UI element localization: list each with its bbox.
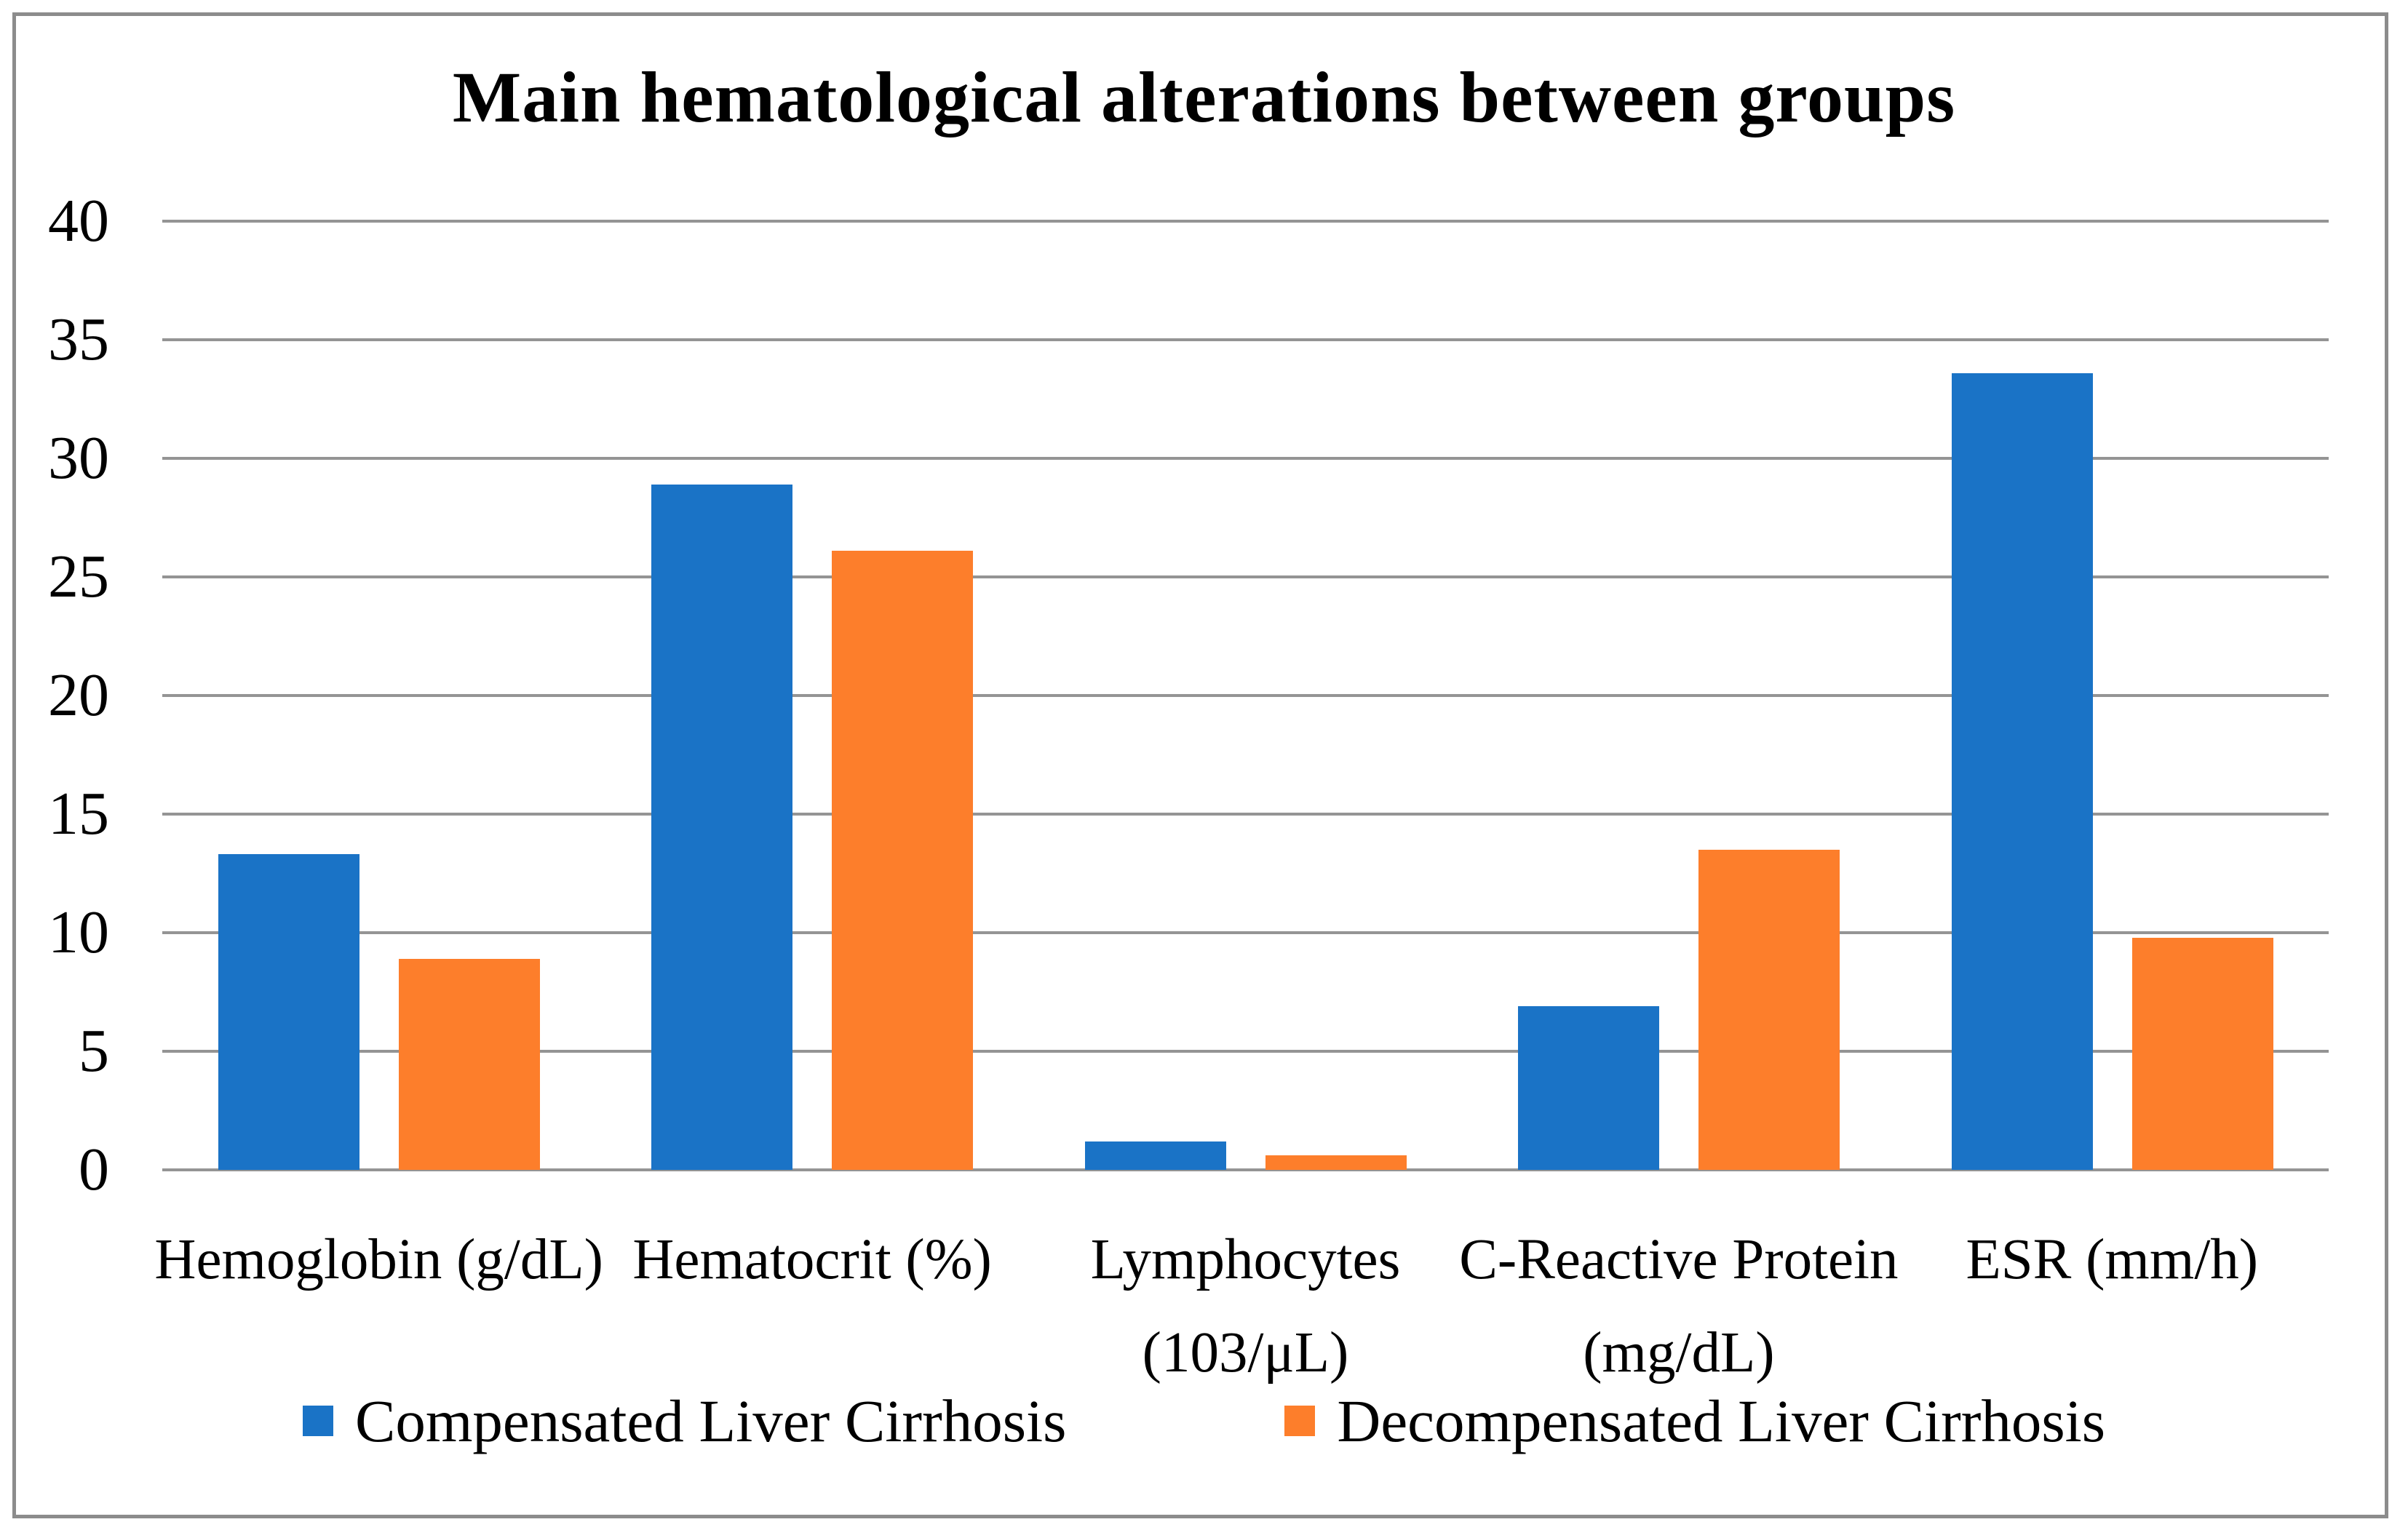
legend-swatch-icon <box>302 1406 333 1436</box>
gridline-y-30 <box>162 457 2329 460</box>
gridline-y-25 <box>162 575 2329 578</box>
y-tick-label-30: 30 <box>48 424 109 492</box>
bar-compensated-3 <box>1084 1141 1226 1170</box>
bar-compensated-1 <box>218 854 359 1170</box>
plot-area <box>162 220 2329 1171</box>
bar-compensated-4 <box>1518 1006 1660 1170</box>
bar-decompensated-2 <box>832 551 974 1170</box>
gridline-y-15 <box>162 813 2329 816</box>
x-category-label-1: Hemoglobin (g/dL) <box>103 1214 656 1307</box>
legend-label: Decompensated Liver Cirrhosis <box>1337 1387 2106 1454</box>
y-tick-label-5: 5 <box>79 1017 109 1085</box>
y-tick-label-10: 10 <box>48 899 109 966</box>
x-label-line: Lymphocytes <box>1090 1228 1401 1291</box>
bar-decompensated-5 <box>2131 937 2273 1170</box>
legend: Compensated Liver Cirrhosis Decompensated… <box>0 1381 2408 1461</box>
x-category-label-3: Lymphocytes (103/μL) <box>969 1214 1522 1400</box>
gridline-y-35 <box>162 338 2329 341</box>
bar-decompensated-1 <box>399 958 540 1170</box>
bar-decompensated-3 <box>1265 1155 1407 1170</box>
gridline-y-0 <box>162 1168 2329 1171</box>
x-label-line: Hematocrit (%) <box>632 1228 992 1291</box>
legend-item-decompensated: Decompensated Liver Cirrhosis <box>1284 1381 2105 1461</box>
legend-item-compensated: Compensated Liver Cirrhosis <box>302 1381 1067 1461</box>
gridline-y-10 <box>162 931 2329 934</box>
x-label-line: (103/μL) <box>1142 1321 1349 1384</box>
gridline-y-20 <box>162 694 2329 697</box>
x-category-label-2: Hematocrit (%) <box>536 1214 1089 1307</box>
x-label-line: C-Reactive Protein <box>1459 1228 1899 1291</box>
x-category-label-4: C-Reactive Protein (mg/dL) <box>1402 1214 1955 1400</box>
legend-swatch-icon <box>1284 1406 1316 1436</box>
chart-title: Main hematological alterations between g… <box>452 57 1956 138</box>
x-axis: Hemoglobin (g/dL) Hematocrit (%) Lymphocyt… <box>0 1214 2408 1432</box>
bar-decompensated-4 <box>1698 849 1840 1170</box>
legend-label: Compensated Liver Cirrhosis <box>354 1387 1067 1454</box>
y-tick-label-25: 25 <box>48 543 109 610</box>
x-label-line: (mg/dL) <box>1583 1321 1775 1384</box>
y-tick-label-35: 35 <box>48 306 109 373</box>
y-axis: 0 5 10 15 20 25 30 35 40 <box>0 188 109 1203</box>
bar-compensated-2 <box>651 484 793 1170</box>
y-tick-label-0: 0 <box>79 1136 109 1203</box>
y-tick-label-40: 40 <box>48 187 109 255</box>
gridline-y-5 <box>162 1050 2329 1053</box>
bar-compensated-5 <box>1951 372 2093 1170</box>
x-label-line: Hemoglobin (g/dL) <box>154 1228 603 1291</box>
x-label-line: ESR (mm/h) <box>1966 1228 2259 1291</box>
x-category-label-5: ESR (mm/h) <box>1835 1214 2388 1307</box>
y-tick-label-20: 20 <box>48 661 109 729</box>
gridline-y-40 <box>162 220 2329 223</box>
y-tick-label-15: 15 <box>48 780 109 848</box>
